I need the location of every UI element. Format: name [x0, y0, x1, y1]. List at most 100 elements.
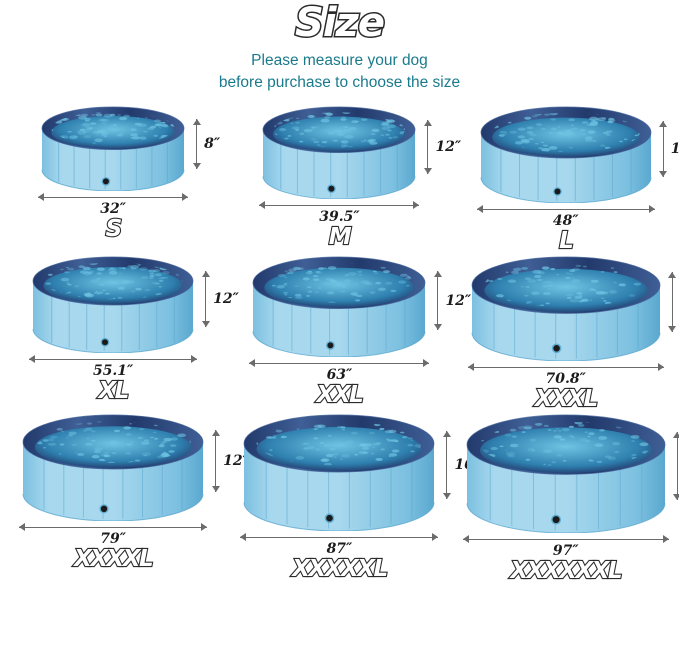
pool-graphic: [259, 103, 419, 199]
height-arrow-bottom-icon: [201, 320, 210, 327]
height-dimension-label: 12″: [213, 290, 239, 307]
pool-illustration: [32, 256, 194, 353]
size-cell-xxxxxxl: 16″ 97″ XXXXXXL: [453, 411, 679, 584]
width-dimension-label: 63″: [326, 366, 353, 383]
height-dimension-line: [215, 430, 217, 492]
size-label: XXXXL: [73, 545, 155, 572]
pool-water: [484, 268, 648, 313]
size-cell-m: 12″ 39.5″ M: [226, 103, 461, 253]
pool-water: [256, 426, 422, 471]
pool-water: [479, 427, 652, 474]
pool-stage: 12″: [226, 103, 461, 199]
size-cell-s: 8″ 32″ S: [0, 103, 226, 253]
rim-highlight: [32, 256, 194, 306]
drain-plug-icon: [327, 342, 334, 349]
pool-graphic: [468, 253, 664, 361]
height-arrow-bottom-icon: [442, 492, 451, 499]
pool-water: [264, 267, 415, 308]
height-arrow-bottom-icon: [192, 162, 201, 169]
width-arrow-right-icon: [182, 193, 189, 202]
width-arrow-right-icon: [191, 355, 198, 364]
width-arrow-left-icon: [467, 363, 474, 372]
page-subtitle: Please measure your dog before purchase …: [0, 50, 679, 95]
height-dimension-label: 12″: [435, 139, 462, 156]
pool-base-edge: [32, 328, 194, 353]
page-title: Size: [294, 0, 387, 46]
pool-stage: 12″: [453, 103, 679, 203]
width-dimension: 48″: [476, 203, 655, 229]
height-arrow-bottom-icon: [668, 326, 677, 333]
width-arrow-left-icon: [240, 533, 247, 542]
size-cell-xxxxl: 12″ 79″ XXXXL: [0, 411, 249, 583]
pool-base-edge: [480, 177, 652, 203]
subtitle-line-2: before purchase to choose the size: [218, 74, 461, 92]
pool-graphic: [240, 411, 438, 531]
drain-plug-icon: [103, 178, 110, 185]
chart-header: Size Please measure your dog before purc…: [0, 0, 679, 95]
water-sparkles: [43, 262, 183, 300]
pool-graphic: [19, 411, 207, 521]
width-dimension-line: [240, 536, 439, 538]
rim-highlight: [252, 256, 426, 309]
pool-stage: 16″: [453, 411, 679, 533]
width-dimension-line: [476, 208, 655, 210]
height-dimension: 8″: [190, 119, 244, 169]
width-dimension-line: [467, 366, 664, 368]
pool-base-edge: [262, 176, 416, 199]
height-dimension: 12″: [421, 120, 475, 175]
height-dimension: 16″: [671, 431, 679, 500]
drain-plug-icon: [102, 339, 109, 346]
height-arrow-top-icon: [201, 270, 210, 277]
height-arrow-bottom-icon: [433, 323, 442, 330]
width-dimension-label: 55.1″: [92, 362, 134, 379]
height-arrow-top-icon: [659, 120, 668, 127]
size-grid: 8″ 32″ S: [0, 103, 679, 584]
height-dimension-line: [205, 270, 207, 327]
pool-stage: 12″: [453, 253, 679, 361]
size-label: XXXXXXL: [509, 557, 623, 584]
drain-plug-icon: [100, 505, 108, 512]
width-arrow-right-icon: [432, 533, 439, 542]
size-label: XXXXXL: [291, 555, 389, 582]
height-dimension-label: 12″: [671, 141, 679, 157]
size-cell-xl: 12″ 55.1″ XL: [0, 253, 239, 411]
height-arrow-top-icon: [423, 120, 432, 127]
width-dimension-label: 48″: [552, 212, 579, 229]
size-row: 12″ 79″ XXXXL: [0, 411, 679, 584]
size-cell-xxxxxl: 16″ 87″ XXXXXL: [226, 411, 480, 583]
width-arrow-left-icon: [29, 355, 36, 364]
height-dimension-line: [676, 431, 678, 500]
pool-stage: 12″: [226, 253, 471, 357]
height-dimension-label: 12″: [223, 452, 249, 469]
rim-highlight: [243, 414, 435, 473]
drain-plug-icon: [554, 188, 561, 195]
size-label: XL: [97, 377, 130, 404]
pool-illustration: [252, 256, 426, 357]
width-dimension-label: 70.8″: [545, 370, 586, 387]
height-dimension: 12″: [666, 271, 679, 333]
size-cell-xxxl: 12″ 70.8″ XXXL: [453, 253, 679, 412]
height-arrow-top-icon: [211, 430, 220, 437]
size-cell-l: 12″ 48″ L: [453, 103, 679, 254]
rim-highlight: [262, 106, 416, 153]
width-arrow-left-icon: [38, 193, 45, 202]
width-dimension-line: [249, 362, 430, 364]
width-arrow-left-icon: [476, 205, 483, 214]
pool-water: [35, 426, 192, 468]
size-row: 12″ 55.1″ XL: [0, 253, 679, 412]
height-dimension-line: [671, 271, 673, 333]
height-arrow-top-icon: [673, 431, 679, 438]
pool-base-edge: [22, 493, 204, 521]
width-arrow-left-icon: [259, 201, 266, 210]
pool-stage: 12″: [0, 411, 249, 521]
subtitle-line-1: Please measure your dog: [251, 52, 428, 69]
water-sparkles: [491, 112, 640, 153]
height-arrow-top-icon: [442, 431, 451, 438]
pool-illustration: [243, 414, 435, 531]
width-dimension-label: 87″: [326, 540, 353, 557]
width-dimension-line: [462, 538, 669, 540]
width-arrow-right-icon: [657, 363, 664, 372]
height-dimension-line: [427, 120, 429, 175]
height-dimension: 12″: [199, 270, 253, 327]
width-arrow-right-icon: [413, 201, 420, 210]
